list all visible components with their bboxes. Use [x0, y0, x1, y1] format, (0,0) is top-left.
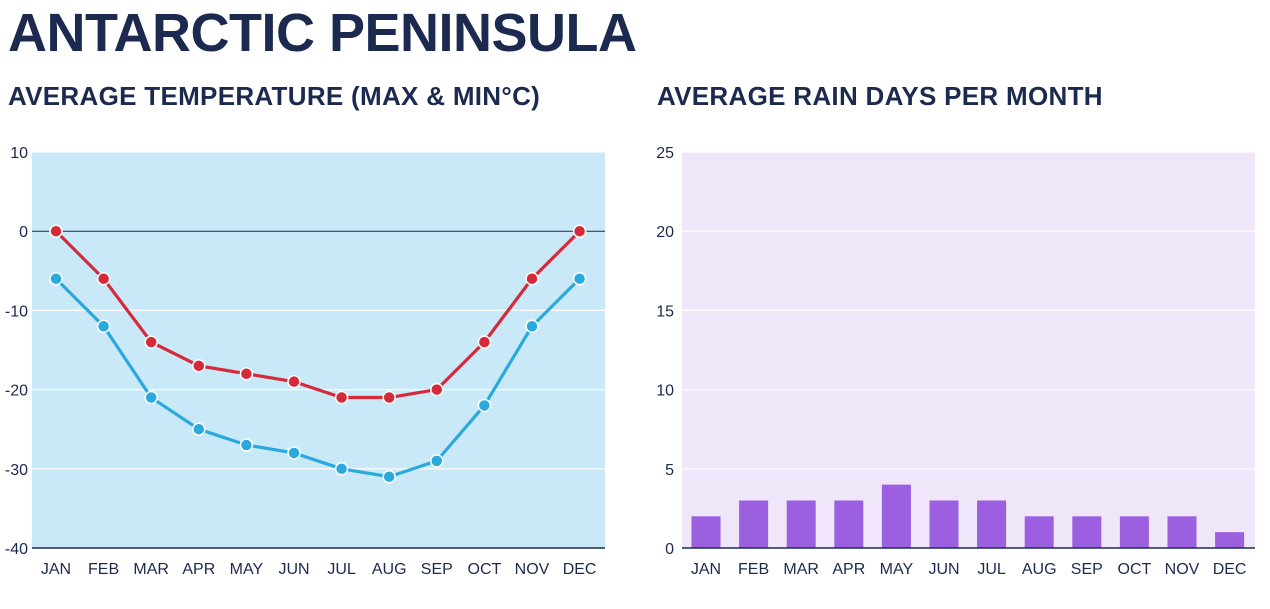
x-tick-label: NOV [1165, 561, 1200, 578]
x-tick-label: OCT [1118, 561, 1152, 578]
data-point-min [192, 422, 206, 436]
bar-apr [834, 500, 864, 548]
bar-nov [1167, 516, 1197, 548]
data-point-max [572, 224, 587, 238]
bar-feb [739, 500, 769, 548]
y-tick-label: 20 [656, 224, 674, 241]
bar-jan [691, 516, 721, 548]
bar-aug [1024, 516, 1054, 548]
x-tick-label: JUL [977, 561, 1006, 578]
bar-sep [1072, 516, 1102, 548]
y-tick-label: 10 [656, 383, 674, 400]
data-point-min [49, 271, 63, 286]
x-tick-label: FEB [88, 561, 119, 578]
bar-oct [1119, 516, 1149, 548]
y-tick-label: 0 [665, 541, 674, 558]
temperature-chart-title: AVERAGE TEMPERATURE (MAX & MIN°C) [8, 81, 541, 111]
data-point-min [144, 390, 158, 405]
bar-may [881, 484, 911, 548]
y-tick-label: 0 [19, 224, 28, 241]
y-tick-label: 10 [10, 145, 28, 162]
x-tick-label: MAY [230, 561, 264, 578]
y-tick-label: -30 [5, 462, 28, 479]
data-point-max [96, 271, 111, 286]
temperature-chart: 10 0 -10 -20 -30 -40 JAN FEB MAR APR MAY JUN JUL AUG S… [5, 145, 605, 578]
x-tick-label: AUG [1022, 561, 1057, 578]
x-tick-label: APR [832, 561, 865, 578]
x-tick-label: NOV [515, 561, 550, 578]
plot-background [32, 152, 605, 548]
data-point-min [382, 469, 396, 484]
data-point-max [334, 390, 349, 405]
series-line-max [54, 230, 581, 400]
page-title: ANTARCTIC PENINSULA [8, 3, 637, 63]
data-point-max [49, 224, 63, 238]
x-tick-label: MAR [133, 561, 169, 578]
y-tick-label: 5 [665, 462, 674, 479]
data-point-max [430, 382, 444, 397]
plot-background [682, 152, 1255, 548]
y-tick-label: -20 [5, 383, 28, 400]
data-point-max [144, 335, 158, 349]
x-tick-label: JUL [327, 561, 356, 578]
y-tick-label: -40 [5, 541, 28, 558]
bar-jun [929, 500, 959, 548]
series-line-min [54, 277, 581, 479]
x-tick-label: APR [182, 561, 215, 578]
x-tick-label: MAY [880, 561, 914, 578]
data-point-min [430, 454, 444, 468]
data-point-max [192, 359, 206, 373]
data-point-min [287, 446, 301, 460]
x-tick-label: FEB [738, 561, 769, 578]
data-point-min [572, 271, 587, 286]
x-tick-label: DEC [1213, 561, 1247, 578]
bar-dec [1215, 532, 1245, 548]
data-point-max [287, 374, 301, 389]
x-tick-label: AUG [372, 561, 407, 578]
data-point-min [239, 438, 254, 452]
x-tick-label: JUN [278, 561, 309, 578]
data-point-max [239, 367, 254, 381]
x-tick-label: DEC [563, 561, 597, 578]
x-tick-label: OCT [468, 561, 502, 578]
bar-jul [977, 500, 1007, 548]
data-point-min [96, 319, 111, 333]
x-tick-label: SEP [1071, 561, 1103, 578]
data-point-max [525, 271, 539, 286]
x-tick-label: SEP [421, 561, 453, 578]
data-point-max [382, 390, 396, 405]
rain-chart-title: AVERAGE RAIN DAYS PER MONTH [657, 81, 1103, 111]
bar-mar [786, 500, 816, 548]
y-tick-label: 25 [656, 145, 674, 162]
y-tick-label: 15 [656, 303, 674, 320]
data-point-max [477, 335, 492, 349]
x-tick-label: JUN [928, 561, 959, 578]
data-point-min [334, 462, 349, 476]
y-tick-label: -10 [5, 303, 28, 320]
x-tick-label: MAR [783, 561, 819, 578]
data-point-min [525, 319, 539, 333]
x-tick-label: JAN [691, 561, 721, 578]
data-point-min [477, 398, 492, 413]
x-tick-label: JAN [41, 561, 71, 578]
